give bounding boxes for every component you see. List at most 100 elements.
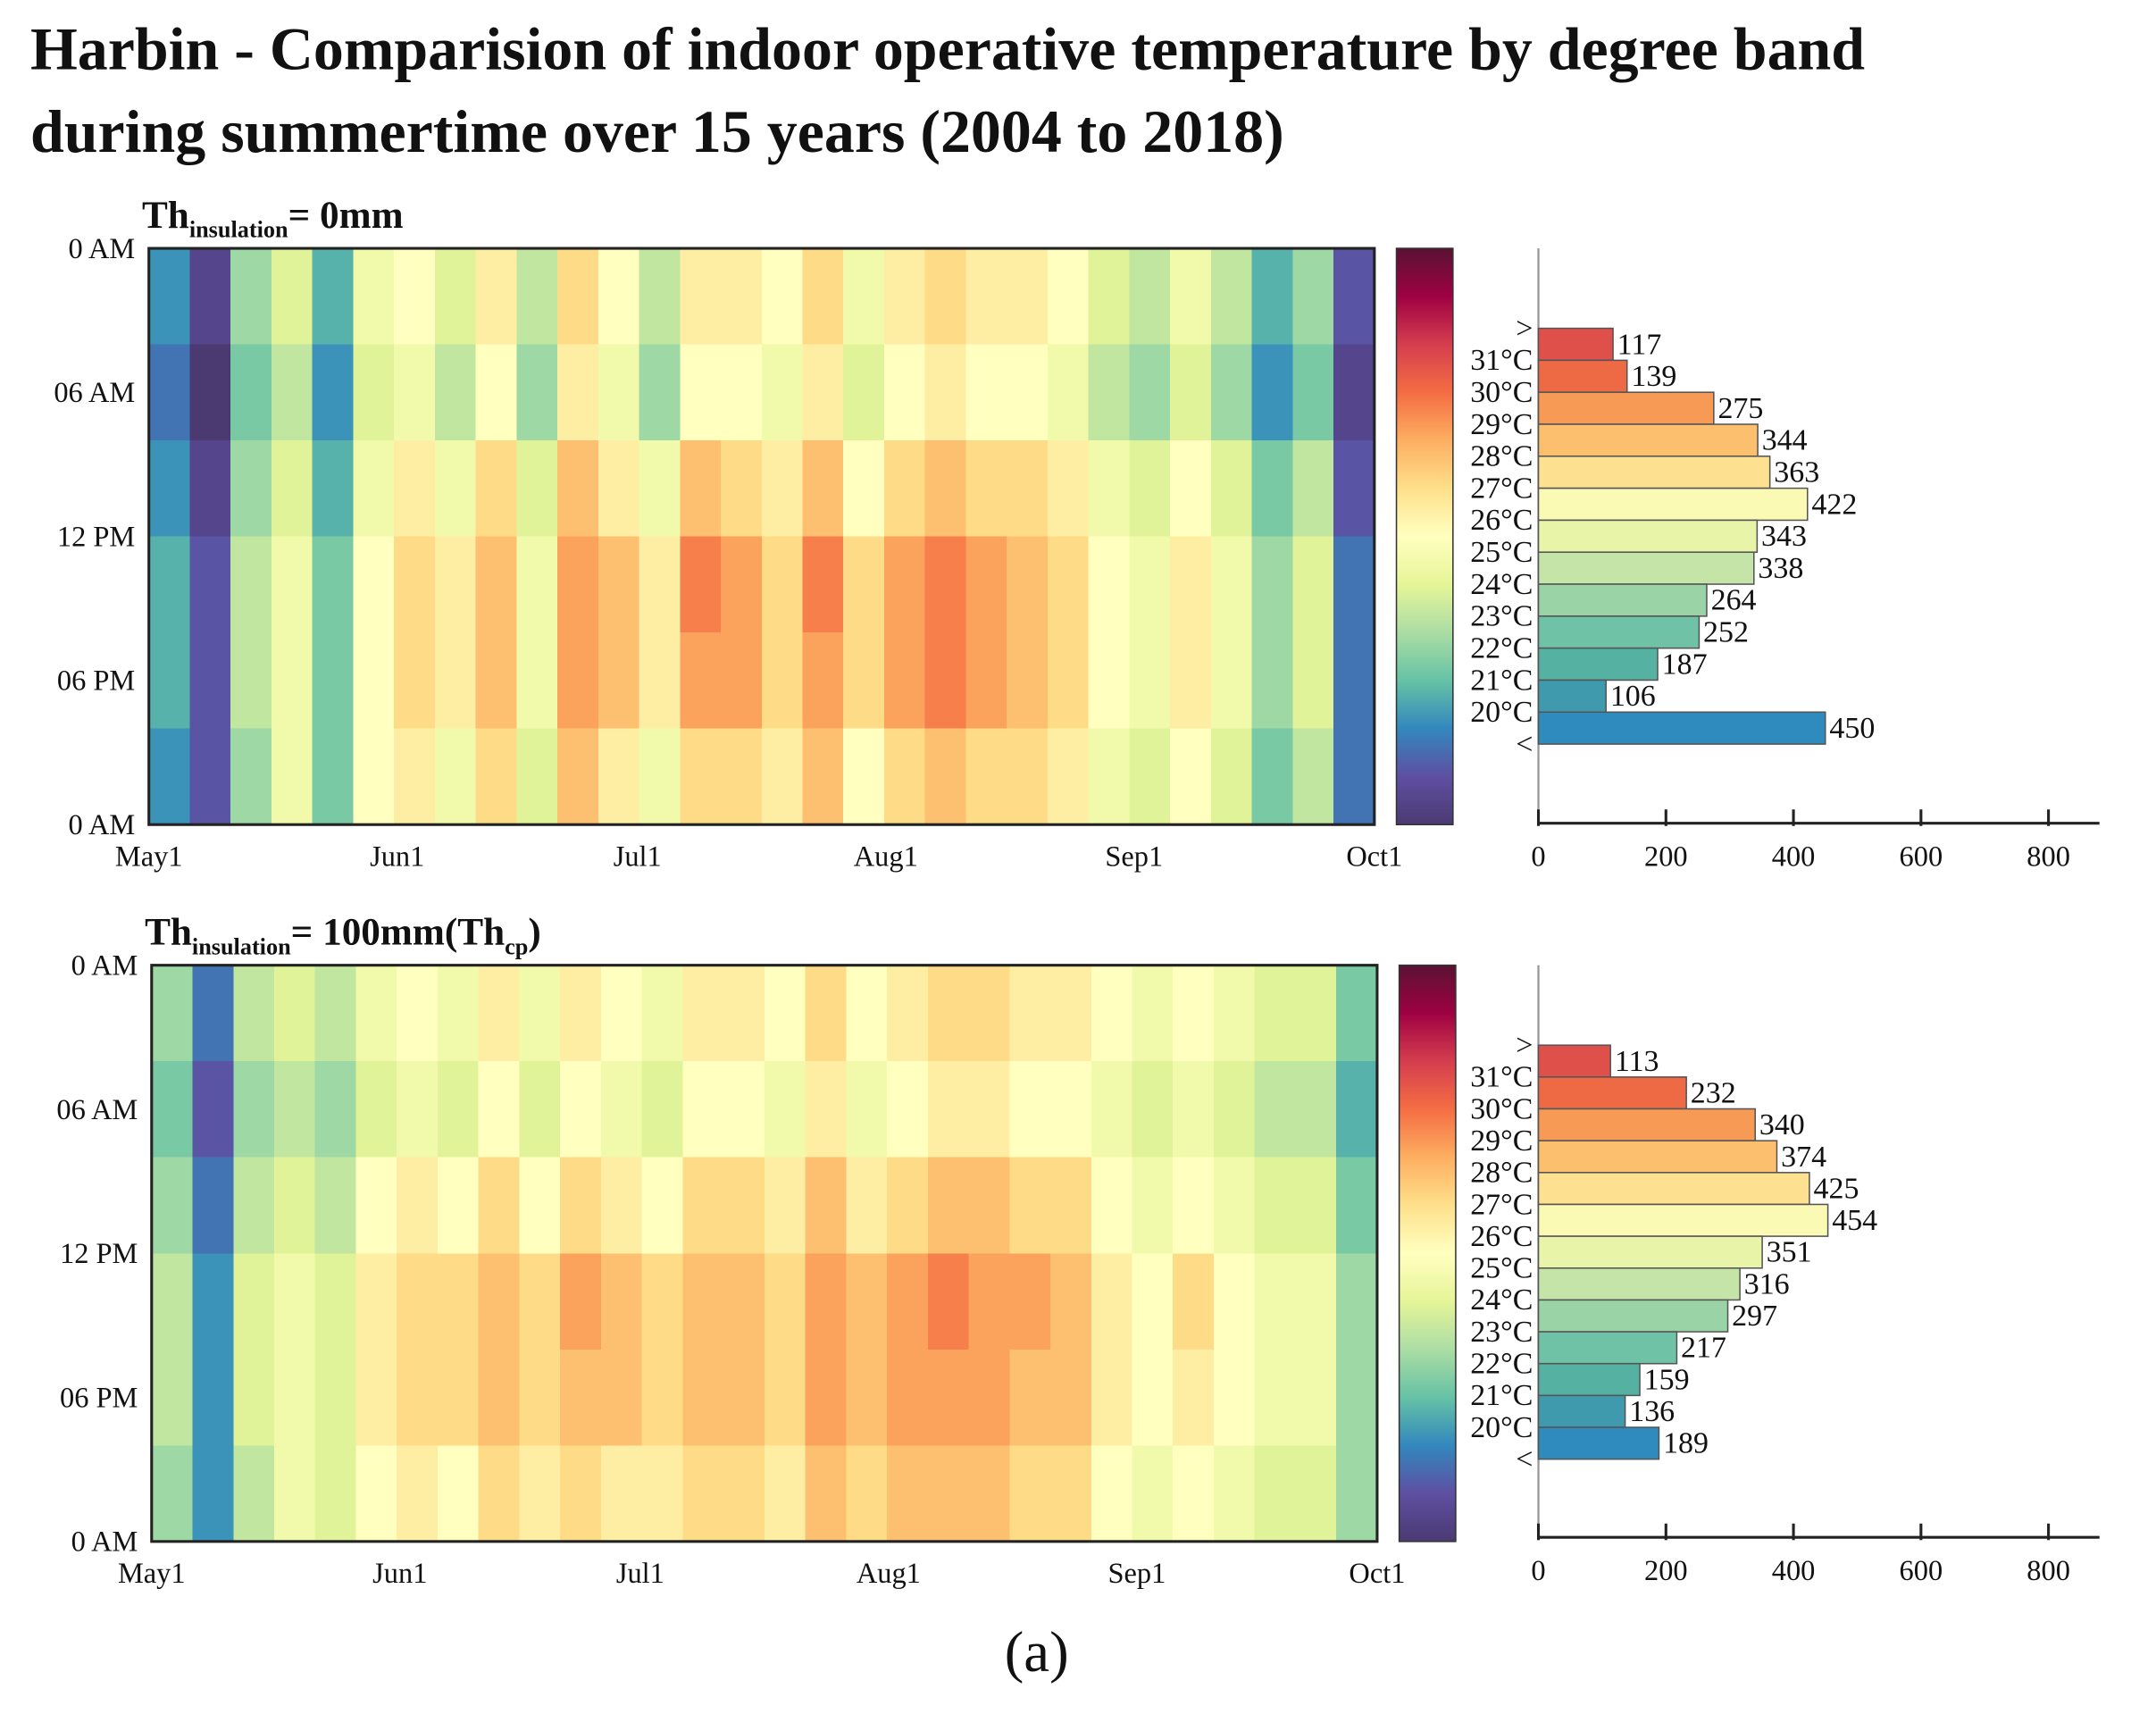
- heat-cell: [1047, 440, 1090, 538]
- heat-cell: [968, 965, 1011, 1063]
- heat-cell: [1173, 1349, 1215, 1447]
- heat-cell: [437, 1253, 480, 1350]
- heat-cell: [394, 440, 436, 538]
- heat-cell: [597, 728, 640, 826]
- heat-cell: [1132, 1061, 1174, 1158]
- heat-cell: [680, 728, 722, 826]
- heat-cell: [478, 1253, 521, 1350]
- heat-cell: [230, 536, 272, 634]
- heat-cell: [475, 536, 518, 634]
- bar-value-label: 338: [1758, 552, 1803, 585]
- heat-cell: [883, 728, 926, 826]
- bin-label: 28°C: [1470, 1157, 1533, 1190]
- heat-cell: [680, 344, 722, 442]
- heat-cell: [1009, 1061, 1051, 1158]
- heat-cell: [1254, 1445, 1297, 1543]
- heat-cell: [1173, 1157, 1215, 1255]
- subtitle-part: ): [528, 911, 540, 954]
- heat-cell: [151, 1253, 194, 1350]
- heat-cell: [1254, 1061, 1297, 1158]
- heat-cell: [1336, 1253, 1378, 1350]
- heat-cell: [397, 1253, 439, 1350]
- x-tick-label: Jun1: [370, 841, 424, 874]
- x-tick-label: Aug1: [857, 1558, 921, 1590]
- heat-cell: [519, 1445, 562, 1543]
- bar-value-label: 232: [1691, 1076, 1736, 1109]
- bar-value-label: 117: [1617, 328, 1662, 361]
- heat-cell: [802, 248, 845, 346]
- heat-cell: [843, 440, 885, 538]
- x-tick-label: Aug1: [854, 841, 918, 874]
- heat-cell: [1336, 965, 1378, 1063]
- heat-cell: [271, 632, 313, 730]
- heat-cell: [1091, 965, 1133, 1063]
- heat-cell: [148, 248, 191, 346]
- heat-cell: [1295, 1061, 1338, 1158]
- heat-cell: [887, 1445, 929, 1543]
- heat-cell: [965, 728, 1008, 826]
- heat-cell: [805, 1445, 848, 1543]
- heat-cell: [600, 1061, 643, 1158]
- heat-cell: [475, 728, 518, 826]
- heat-cell: [273, 965, 316, 1063]
- heat-cell: [1333, 536, 1375, 634]
- heat-cell: [1047, 728, 1090, 826]
- heat-cell: [1132, 1349, 1174, 1447]
- bar: [1537, 1362, 1641, 1397]
- heat-cell: [1009, 1349, 1051, 1447]
- bin-label: 22°C: [1470, 631, 1533, 665]
- heat-cell: [312, 632, 355, 730]
- heat-cell: [805, 1253, 848, 1350]
- heat-cell: [560, 1061, 602, 1158]
- bin-label: 26°C: [1470, 1220, 1533, 1253]
- plot-border: [147, 247, 1376, 826]
- heat-cell: [557, 632, 599, 730]
- heat-cell: [883, 440, 926, 538]
- bar-value-label: 344: [1762, 424, 1808, 457]
- bin-label: 20°C: [1470, 1411, 1533, 1444]
- heat-cell: [314, 1061, 357, 1158]
- heat-cell: [1050, 1445, 1092, 1543]
- x-tick-label: 0: [1531, 841, 1545, 874]
- bar-value-label: 252: [1703, 616, 1749, 649]
- heat-cell: [927, 1253, 970, 1350]
- heat-cell: [1213, 1157, 1256, 1255]
- heat-cell: [1336, 1445, 1378, 1543]
- heat-cell: [802, 440, 845, 538]
- heat-cell: [597, 248, 640, 346]
- subtitle-part: cp: [505, 933, 528, 959]
- heat-cell: [764, 1349, 806, 1447]
- heat-cell: [639, 536, 681, 634]
- heat-cell: [1173, 1253, 1215, 1350]
- heat-cell: [1091, 1253, 1133, 1350]
- heat-cell: [1088, 248, 1131, 346]
- heat-cell: [680, 440, 722, 538]
- y-tick-label: 0 AM: [69, 233, 136, 265]
- heat-cell: [924, 632, 967, 730]
- bar: [1537, 1299, 1729, 1333]
- heat-cell: [968, 1349, 1011, 1447]
- heat-cell: [1007, 632, 1049, 730]
- heat-cell: [1132, 1445, 1174, 1543]
- heat-cell: [1295, 965, 1338, 1063]
- heat-cell: [723, 1061, 765, 1158]
- bar: [1537, 359, 1628, 393]
- heat-cell: [968, 1445, 1011, 1543]
- heat-cell: [1170, 728, 1212, 826]
- heat-cell: [721, 440, 763, 538]
- heat-cell: [1336, 1349, 1378, 1447]
- heat-cell: [475, 440, 518, 538]
- heat-cell: [271, 248, 313, 346]
- heat-cell: [680, 536, 722, 634]
- heat-cell: [1254, 1349, 1297, 1447]
- heat-cell: [600, 1253, 643, 1350]
- subtitle-part: = 100mm(Th: [291, 911, 505, 954]
- heat-cell: [887, 1349, 929, 1447]
- heat-cell: [1129, 536, 1172, 634]
- heat-cell: [846, 965, 888, 1063]
- heat-cell: [192, 1061, 235, 1158]
- heat-cell: [1254, 965, 1297, 1063]
- heat-cell: [843, 728, 885, 826]
- bar: [1537, 391, 1715, 425]
- heat-cell: [148, 536, 191, 634]
